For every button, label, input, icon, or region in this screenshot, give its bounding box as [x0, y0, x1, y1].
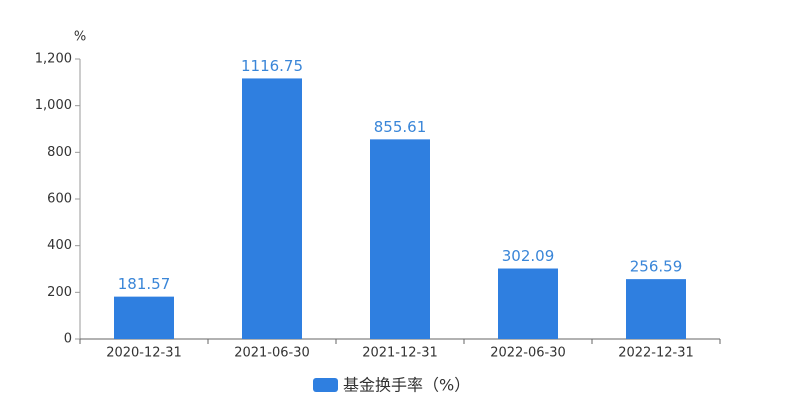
bar	[370, 139, 430, 339]
y-tick-label: 600	[47, 192, 72, 207]
value-label: 302.09	[502, 247, 555, 265]
value-label: 256.59	[630, 258, 683, 276]
x-tick-label: 2022-06-30	[490, 346, 566, 361]
x-tick-label: 2021-12-31	[362, 346, 438, 361]
x-tick-label: 2022-12-31	[618, 346, 694, 361]
value-label: 181.57	[118, 275, 171, 293]
x-tick-label: 2020-12-31	[106, 346, 182, 361]
bar	[242, 78, 302, 340]
y-tick-label: 1,000	[35, 98, 72, 113]
legend-swatch	[313, 378, 338, 392]
y-tick-label: 200	[47, 285, 72, 300]
value-label: 855.61	[374, 118, 427, 136]
y-tick-label: 0	[64, 332, 72, 347]
y-axis-unit: %	[74, 30, 86, 45]
legend-label: 基金换手率（%）	[343, 376, 470, 395]
value-label: 1116.75	[241, 57, 303, 75]
bar	[626, 279, 686, 339]
bar	[114, 296, 174, 339]
y-tick-label: 400	[47, 238, 72, 253]
y-tick-label: 800	[47, 145, 72, 160]
x-tick-label: 2021-06-30	[234, 346, 310, 361]
bar	[498, 268, 558, 339]
y-tick-label: 1,200	[35, 52, 72, 67]
